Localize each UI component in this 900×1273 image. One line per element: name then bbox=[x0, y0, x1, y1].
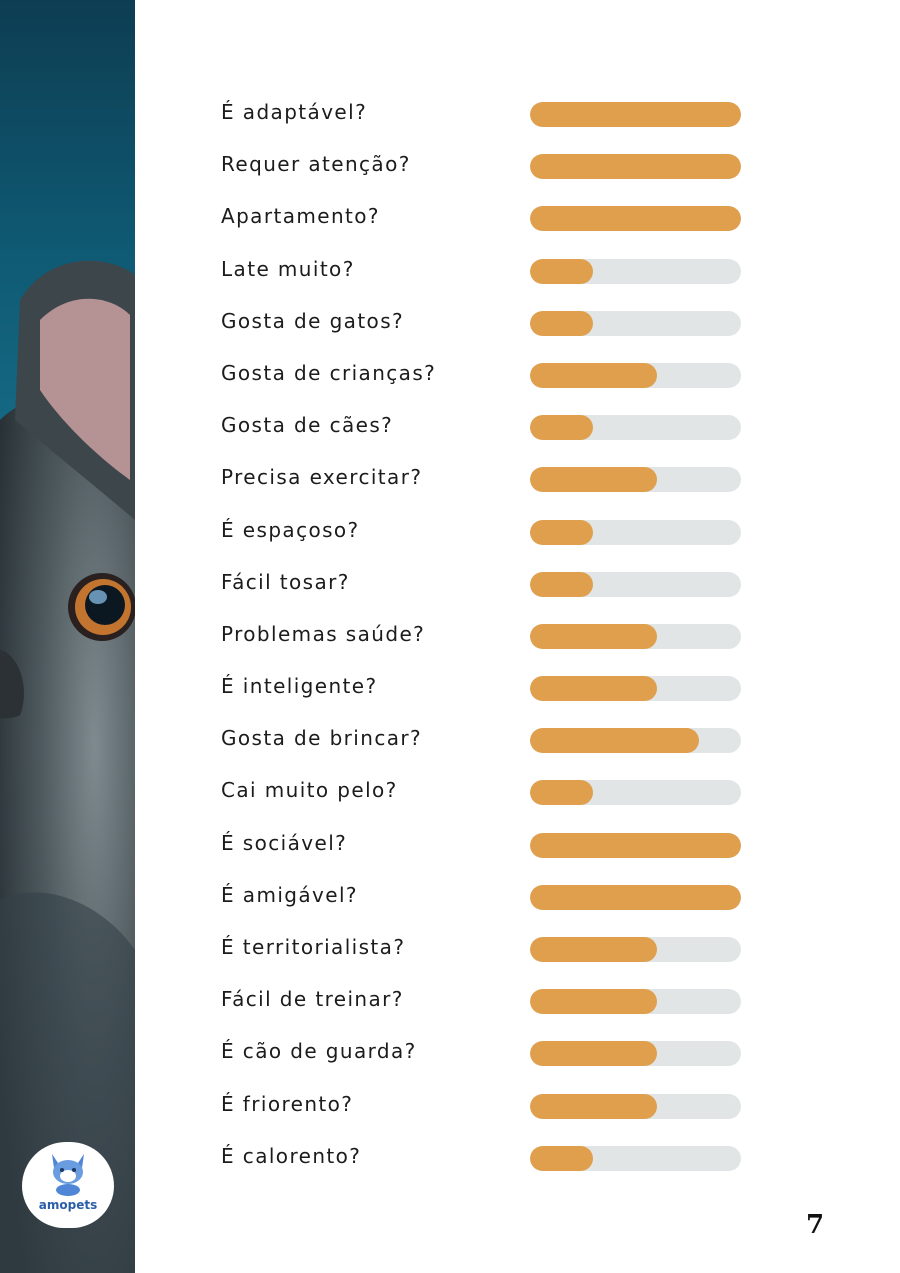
trait-label: Precisa exercitar? bbox=[221, 465, 423, 490]
trait-rating-fill bbox=[530, 415, 594, 441]
trait-label: Late muito? bbox=[221, 256, 355, 281]
trait-rating-bar bbox=[530, 884, 741, 910]
trait-rating-fill bbox=[530, 1041, 657, 1067]
trait-rating-fill bbox=[530, 467, 657, 493]
trait-rating-fill bbox=[530, 102, 741, 127]
trait-row: Late muito? bbox=[221, 245, 751, 297]
trait-row: Apartamento? bbox=[221, 192, 751, 244]
trait-rating-bar bbox=[530, 571, 741, 597]
trait-rating-fill bbox=[530, 937, 657, 962]
trait-row: Fácil tosar? bbox=[221, 558, 751, 610]
trait-label: É adaptável? bbox=[221, 100, 368, 124]
trait-row: É friorento? bbox=[221, 1080, 751, 1132]
trait-rating-bar bbox=[530, 780, 741, 806]
trait-row: Cai muito pelo? bbox=[221, 766, 751, 818]
trait-row: Gosta de brincar? bbox=[221, 714, 751, 766]
trait-label: Problemas saúde? bbox=[221, 621, 426, 646]
trait-label: É sociável? bbox=[221, 830, 348, 855]
trait-rating-bar bbox=[530, 623, 741, 649]
trait-row: Precisa exercitar? bbox=[221, 453, 751, 505]
trait-rating-bar bbox=[530, 676, 741, 702]
trait-label: Requer atenção? bbox=[221, 152, 411, 177]
french-bulldog-illustration bbox=[0, 260, 135, 1273]
trait-rating-fill bbox=[530, 1093, 657, 1119]
trait-rating-fill bbox=[530, 154, 741, 180]
trait-rating-fill bbox=[530, 519, 594, 545]
trait-label: É espaçoso? bbox=[221, 517, 360, 542]
trait-row: É calorento? bbox=[221, 1132, 751, 1184]
trait-row: Fácil de treinar? bbox=[221, 975, 751, 1027]
trait-label: Fácil tosar? bbox=[221, 569, 350, 594]
trait-row: É adaptável? bbox=[221, 88, 751, 140]
trait-row: É espaçoso? bbox=[221, 506, 751, 558]
trait-rating-bar bbox=[530, 937, 741, 962]
trait-rating-fill bbox=[530, 258, 594, 284]
trait-label: É inteligente? bbox=[221, 674, 378, 699]
trait-rating-bar bbox=[530, 206, 741, 232]
trait-rating-fill bbox=[530, 1145, 594, 1171]
trait-label: Fácil de treinar? bbox=[221, 987, 404, 1012]
trait-rating-fill bbox=[530, 623, 657, 649]
trait-rating-bar bbox=[530, 832, 741, 858]
brand-name: amopets bbox=[38, 1198, 98, 1212]
trait-label: É friorento? bbox=[221, 1091, 354, 1116]
trait-row: Gosta de crianças? bbox=[221, 349, 751, 401]
trait-label: Cai muito pelo? bbox=[221, 778, 398, 803]
trait-row: É inteligente? bbox=[221, 662, 751, 714]
trait-rating-fill bbox=[530, 989, 657, 1015]
trait-row: Requer atenção? bbox=[221, 140, 751, 192]
trait-rating-fill bbox=[530, 362, 657, 388]
trait-row: É sociável? bbox=[221, 819, 751, 871]
trait-rating-fill bbox=[530, 884, 741, 910]
trait-list: É adaptável? Requer atenção? Apartamento? L… bbox=[221, 88, 751, 1184]
trait-rating-bar bbox=[530, 467, 741, 493]
brand-logo: amopets bbox=[22, 1142, 114, 1228]
trait-row: Problemas saúde? bbox=[221, 610, 751, 662]
dog-photo: amopets bbox=[0, 0, 135, 1273]
trait-rating-bar bbox=[530, 728, 741, 754]
trait-label: Gosta de cães? bbox=[221, 413, 394, 438]
trait-rating-fill bbox=[530, 206, 741, 232]
trait-rating-bar bbox=[530, 154, 741, 180]
trait-label: Apartamento? bbox=[221, 204, 380, 229]
trait-rating-bar bbox=[530, 102, 741, 127]
trait-rating-fill bbox=[530, 780, 594, 806]
trait-rating-bar bbox=[530, 362, 741, 388]
trait-rating-fill bbox=[530, 728, 699, 754]
trait-row: É amigável? bbox=[221, 871, 751, 923]
corgi-icon bbox=[52, 1154, 84, 1196]
trait-rating-fill bbox=[530, 832, 741, 858]
trait-rating-bar bbox=[530, 310, 741, 336]
trait-rating-fill bbox=[530, 571, 594, 597]
trait-rating-bar bbox=[530, 1145, 741, 1171]
trait-label: É cão de guarda? bbox=[221, 1039, 417, 1064]
trait-rating-bar bbox=[530, 519, 741, 545]
trait-rating-bar bbox=[530, 1093, 741, 1119]
trait-rating-bar bbox=[530, 258, 741, 284]
trait-rating-fill bbox=[530, 310, 594, 336]
trait-label: É amigável? bbox=[221, 882, 358, 907]
trait-rating-bar bbox=[530, 989, 741, 1015]
trait-row: É cão de guarda? bbox=[221, 1027, 751, 1079]
trait-label: É calorento? bbox=[221, 1143, 362, 1168]
page-number: 7 bbox=[806, 1210, 825, 1240]
trait-row: Gosta de cães? bbox=[221, 401, 751, 453]
trait-rating-fill bbox=[530, 676, 657, 702]
trait-label: Gosta de gatos? bbox=[221, 308, 405, 333]
trait-row: É territorialista? bbox=[221, 923, 751, 975]
trait-label: Gosta de brincar? bbox=[221, 726, 423, 751]
trait-label: É territorialista? bbox=[221, 935, 406, 959]
trait-rating-bar bbox=[530, 415, 741, 441]
trait-label: Gosta de crianças? bbox=[221, 360, 437, 385]
trait-row: Gosta de gatos? bbox=[221, 297, 751, 349]
trait-rating-bar bbox=[530, 1041, 741, 1067]
